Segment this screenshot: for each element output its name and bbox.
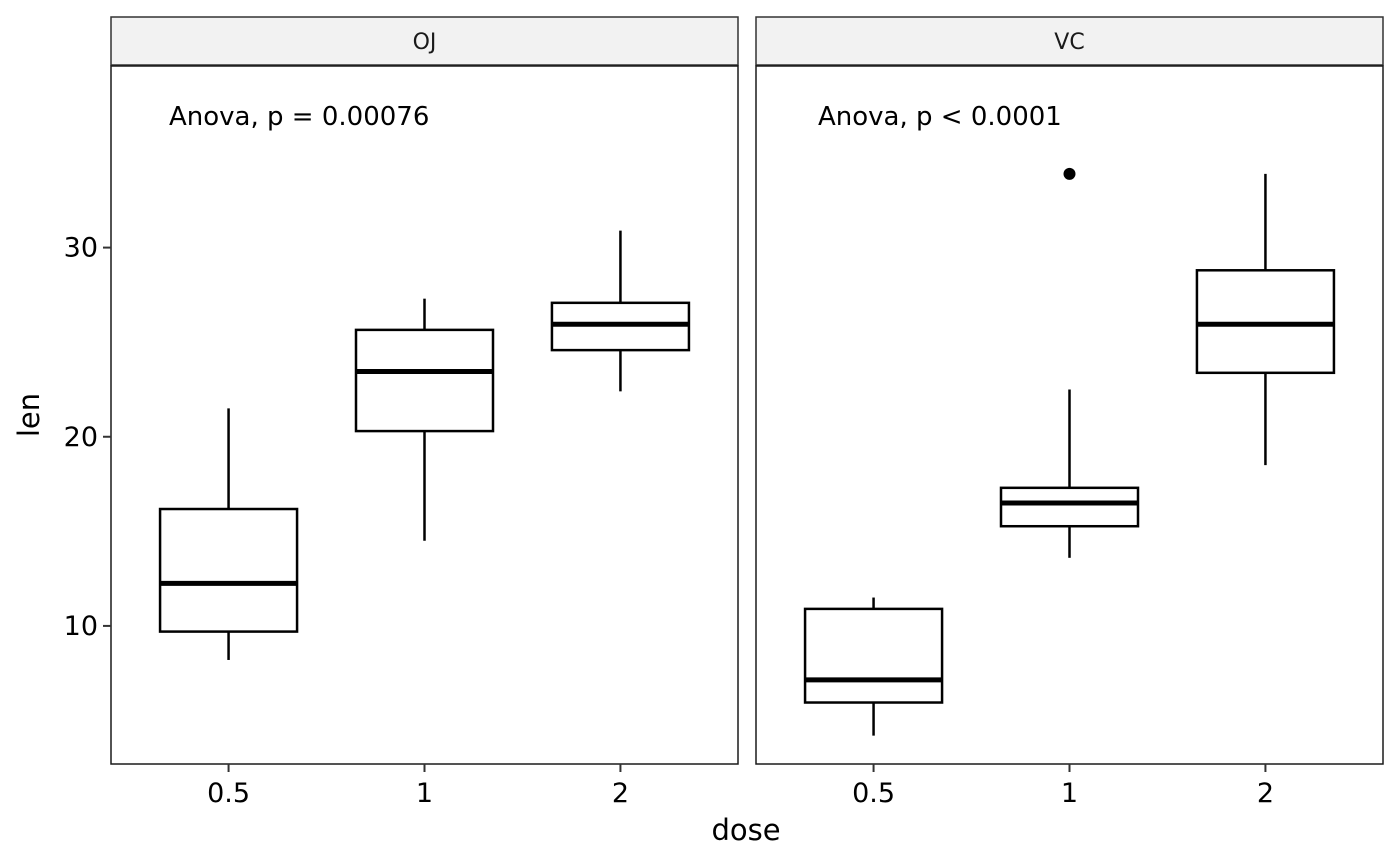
x-tick-label-oj-1: 1: [416, 778, 433, 809]
x-tick-label-vc-1: 1: [1061, 778, 1078, 809]
box-group-oj: [158, 230, 691, 660]
anova-annotation-vc: Anova, p < 0.0001: [818, 102, 1062, 132]
y-tick-label-10: 10: [64, 611, 98, 642]
anova-annotation-oj: Anova, p = 0.00076: [169, 102, 429, 132]
x-tick-label-oj-0-5: 0.5: [207, 778, 250, 809]
y-tick-label-30: 30: [64, 233, 98, 264]
outlier-point-vc-dose-1-0: [1063, 167, 1076, 180]
box-vc-dose-2: [1195, 269, 1336, 375]
facet-panel-oj: OJ Anova, p = 0.00076: [110, 16, 739, 765]
facet-strip-oj: [110, 16, 739, 66]
facet-strip-label-vc: VC: [1054, 30, 1084, 55]
x-axes: 0.5 1 2 0.5 1 2: [207, 764, 1274, 809]
facet-panel-vc: VC Anova, p < 0.0001: [755, 16, 1384, 765]
y-axis: 10 20 30: [64, 233, 111, 642]
x-tick-label-oj-2: 2: [612, 778, 629, 809]
facet-strip-vc: [755, 16, 1384, 66]
x-tick-label-vc-2: 2: [1257, 778, 1274, 809]
box-oj-dose-0-5: [158, 507, 299, 633]
facet-strip-label-oj: OJ: [413, 30, 437, 55]
box-vc-dose-1: [999, 486, 1140, 528]
box-group-vc: [803, 167, 1336, 736]
x-axis-title: dose: [711, 813, 780, 847]
y-axis-title: len: [12, 393, 46, 437]
x-tick-label-vc-0-5: 0.5: [852, 778, 895, 809]
box-oj-dose-1: [354, 328, 495, 433]
y-tick-label-20: 20: [64, 422, 98, 453]
box-vc-dose-0-5: [803, 607, 944, 704]
